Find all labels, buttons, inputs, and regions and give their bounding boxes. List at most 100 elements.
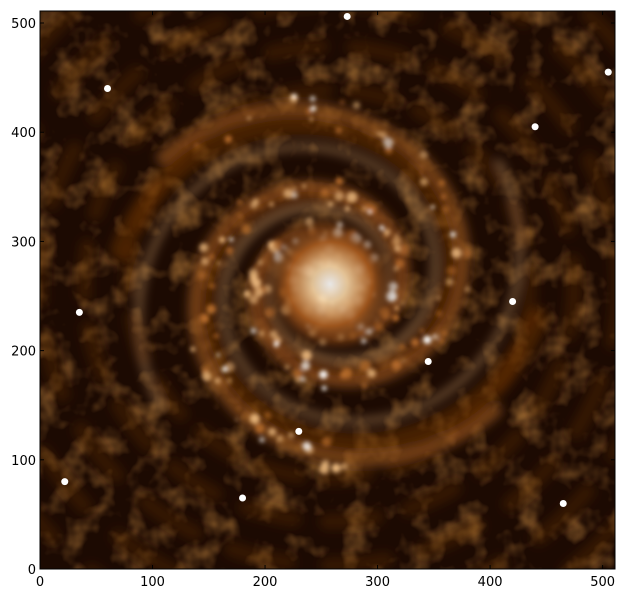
knot	[273, 341, 279, 347]
knot	[367, 210, 372, 214]
knot	[419, 171, 424, 176]
knot	[451, 247, 462, 259]
knot	[392, 314, 400, 322]
knot	[228, 237, 234, 242]
knot	[237, 406, 241, 410]
knot	[383, 137, 394, 148]
knot	[243, 290, 251, 298]
knot	[264, 411, 271, 418]
knot	[257, 259, 263, 266]
knot	[321, 436, 332, 447]
knot	[292, 187, 296, 191]
knot	[362, 383, 367, 389]
knot	[384, 146, 393, 155]
knot	[214, 377, 221, 384]
knot	[199, 313, 209, 324]
knot	[398, 244, 410, 255]
knot	[250, 201, 258, 209]
star	[104, 85, 112, 93]
knot	[213, 333, 220, 339]
star	[531, 123, 539, 131]
knot	[200, 257, 209, 266]
knot	[398, 343, 406, 351]
knot	[202, 367, 209, 374]
star	[604, 68, 612, 76]
knot	[379, 131, 387, 139]
knot	[379, 225, 385, 231]
star	[295, 427, 303, 435]
star	[559, 499, 567, 507]
knot	[430, 205, 435, 210]
knot	[259, 330, 265, 337]
knot	[310, 105, 317, 112]
knot	[288, 431, 295, 439]
outer-ripple	[76, 38, 583, 530]
knot	[227, 378, 233, 384]
knot	[235, 418, 239, 422]
knot	[335, 177, 343, 185]
knot	[335, 126, 343, 134]
knot	[249, 295, 259, 305]
star	[424, 358, 432, 366]
knot	[321, 188, 329, 197]
knot	[328, 201, 333, 207]
star	[509, 297, 517, 305]
knot	[319, 370, 328, 379]
knot	[206, 304, 217, 314]
x-tick-label: 100	[140, 575, 165, 590]
knot	[190, 346, 196, 352]
knot	[441, 205, 450, 214]
knot	[392, 236, 401, 246]
galaxy-core	[260, 214, 400, 354]
knot	[438, 337, 446, 344]
knot	[268, 427, 277, 436]
knot	[269, 330, 278, 339]
knot	[284, 364, 290, 370]
knot	[394, 233, 399, 238]
knot	[465, 287, 470, 292]
knot	[419, 177, 429, 186]
knot	[295, 376, 302, 383]
knot	[309, 95, 316, 102]
knot	[463, 249, 471, 258]
x-tick-label: 200	[253, 575, 278, 590]
knot	[249, 413, 260, 424]
knot	[410, 338, 420, 347]
knot	[398, 230, 402, 233]
knot	[341, 367, 353, 379]
x-tick-label: 0	[36, 575, 44, 590]
knot	[198, 272, 206, 280]
knot	[394, 245, 401, 252]
knot	[341, 462, 348, 470]
knot	[401, 358, 405, 362]
knot	[419, 150, 428, 159]
knot	[238, 214, 243, 219]
knot	[302, 184, 307, 189]
knot	[449, 231, 457, 238]
knot	[400, 301, 404, 306]
star	[75, 308, 83, 316]
knot	[254, 264, 259, 269]
knot	[301, 377, 306, 382]
knot	[221, 366, 228, 373]
outer-ripple	[121, 81, 538, 486]
knot	[194, 143, 199, 148]
knot	[292, 93, 297, 99]
knot	[305, 108, 313, 115]
knot	[216, 261, 221, 266]
knot	[302, 441, 312, 451]
knot	[432, 333, 438, 340]
knot	[362, 207, 367, 211]
knot	[334, 187, 339, 191]
knot	[445, 278, 454, 286]
knot	[334, 191, 345, 202]
knot	[283, 188, 294, 199]
knot	[420, 328, 424, 333]
knot	[300, 361, 311, 371]
foreground-stars	[61, 12, 612, 507]
knot	[438, 179, 445, 187]
knot	[259, 437, 265, 443]
knot	[247, 116, 251, 120]
knot	[423, 335, 432, 344]
